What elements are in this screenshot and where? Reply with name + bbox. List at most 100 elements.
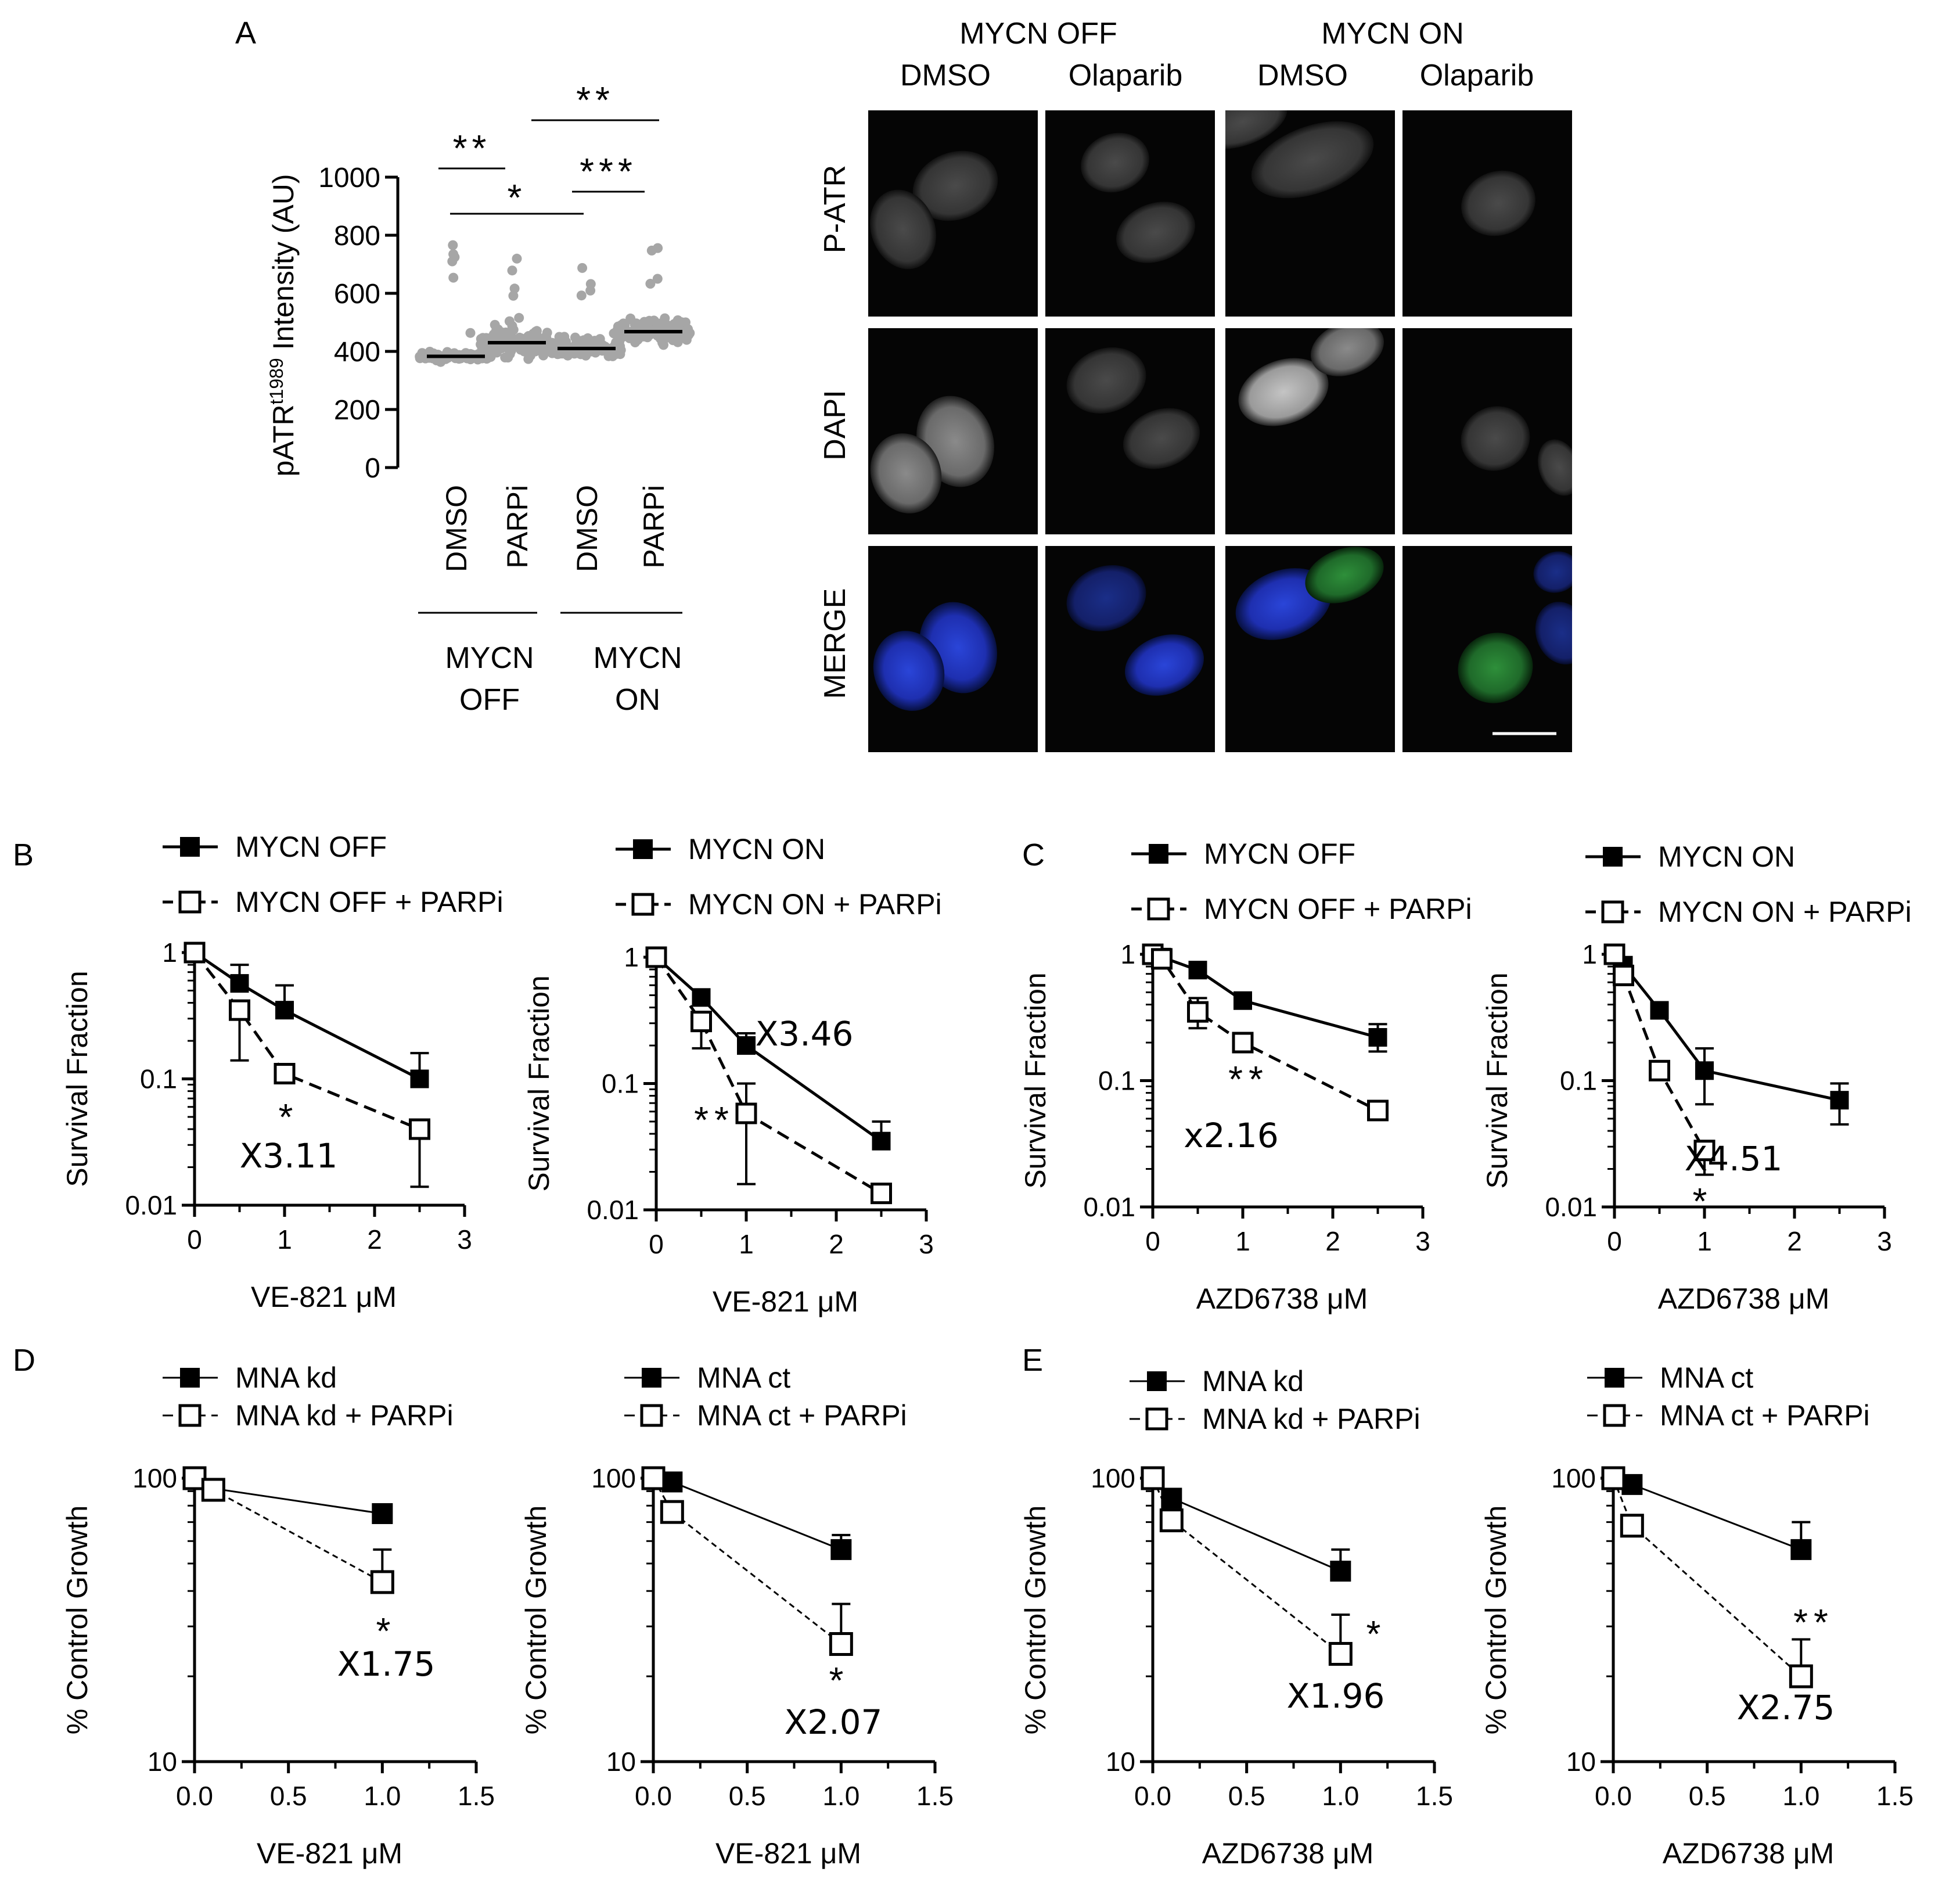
micrograph-content <box>870 150 998 270</box>
x-tick-label: 3 <box>919 1229 934 1259</box>
y-tick-label: 10 <box>606 1747 636 1777</box>
data-point-open-square <box>229 999 250 1021</box>
panel-a-dot <box>448 240 458 250</box>
panel-a-sig-label: ** <box>576 79 614 121</box>
data-point-filled-square <box>1830 1091 1849 1110</box>
x-axis-label: VE-821 μM <box>713 1285 858 1318</box>
legend-label: MNA kd <box>235 1361 337 1394</box>
nucleus <box>870 189 936 270</box>
fold-change-label: X1.75 <box>337 1644 436 1684</box>
panel-a-sig-label: ** <box>453 127 491 169</box>
y-tick-label: 100 <box>591 1463 636 1493</box>
panel-a-micrographs: MYCN OFF MYCN ON DMSO Olaparib DMSO Olap… <box>818 17 1572 752</box>
y-tick-label: 1 <box>162 937 177 968</box>
data-point-open-square <box>1693 1140 1716 1162</box>
micrograph-tile <box>868 110 1038 317</box>
panel-a-sig-label: *** <box>580 150 637 192</box>
micrograph-tile <box>1045 546 1215 752</box>
y-tick-label: 0.01 <box>1083 1192 1135 1222</box>
x-tick-label: 0.0 <box>176 1781 213 1811</box>
legend-label: MNA ct + PARPi <box>1660 1399 1870 1432</box>
chart-e1: 0.0 0.5 1.0 1.5 10 100 AZD6738 μM % Control Gro… <box>1019 1365 1453 1870</box>
y-tick-label: 10 <box>1106 1747 1135 1777</box>
data-point-open-square <box>274 1062 296 1084</box>
data-point-open-square <box>735 1102 757 1124</box>
data-point-filled-square <box>1695 1061 1714 1080</box>
y-axis-label: Survival Fraction <box>61 971 93 1187</box>
panel-label-c: C <box>1022 838 1045 872</box>
nucleus <box>1311 328 1384 376</box>
y-tick-label: 0.01 <box>1545 1192 1597 1222</box>
panel-a-dot <box>577 263 588 273</box>
y-axis-label: Survival Fraction <box>523 975 555 1191</box>
micrograph-content <box>1458 551 1572 703</box>
series-line-parpi <box>193 951 420 1131</box>
panel-a-dot <box>523 354 534 364</box>
x-tick-label: 0.5 <box>729 1781 766 1811</box>
legend-label: MYCN ON + PARPi <box>1658 896 1912 928</box>
panel-a-dot <box>677 317 687 328</box>
panel-a-dot <box>636 319 647 329</box>
nucleus <box>1535 602 1572 664</box>
data-point-open-square <box>1613 964 1634 986</box>
micrograph-tile <box>868 546 1038 752</box>
y-tick-label: 0.01 <box>587 1195 639 1225</box>
x-tick-label: 1 <box>1697 1226 1712 1256</box>
legend-label: MYCN ON <box>1658 840 1795 873</box>
legend-marker <box>640 1404 663 1427</box>
fold-change-label: X4.51 <box>1685 1139 1783 1178</box>
data-point-open-square <box>1601 1466 1625 1490</box>
panel-a-dot <box>514 312 524 323</box>
x-tick-label: 3 <box>457 1224 472 1255</box>
data-point-open-square <box>201 1478 225 1502</box>
panel-a-dot <box>668 335 678 346</box>
panel-a-dot <box>570 332 580 343</box>
x-tick-label: 0.0 <box>635 1781 672 1811</box>
micro-col-dmso-off: DMSO <box>900 59 991 92</box>
panel-a-dot <box>576 290 587 301</box>
x-axis-label: AZD6738 μM <box>1202 1837 1374 1870</box>
micrograph-tile <box>1225 110 1395 317</box>
significance-label: * <box>1366 1613 1387 1655</box>
panel-a-category-label: DMSO <box>571 485 603 572</box>
x-tick-label: 1.5 <box>916 1781 954 1811</box>
micrograph-content <box>1066 347 1200 469</box>
panel-a-dot <box>653 243 663 253</box>
legend-label: MNA kd <box>1202 1365 1304 1397</box>
panel-a-ytick-label: 600 <box>334 279 380 310</box>
nucleus <box>1533 551 1572 593</box>
panel-a-dot <box>447 256 458 267</box>
micrograph-content <box>1461 406 1572 496</box>
data-point-open-square <box>1649 1059 1670 1081</box>
nucleus <box>1116 202 1195 263</box>
series-line <box>655 956 882 1142</box>
fold-change-label: X1.96 <box>1287 1676 1385 1716</box>
panel-a-dot <box>684 330 693 340</box>
legend-label: MYCN OFF <box>1204 838 1355 870</box>
micrograph-tile <box>1045 110 1215 317</box>
x-tick-label: 1 <box>277 1224 292 1255</box>
nucleus <box>1225 110 1288 149</box>
fold-change-label: X2.75 <box>1737 1688 1835 1727</box>
data-point-open-square <box>660 1500 684 1524</box>
data-point-open-square <box>1328 1641 1353 1666</box>
panel-a-dot <box>585 279 596 289</box>
legend-label: MNA ct <box>697 1361 790 1394</box>
panel-label-b: B <box>13 838 34 872</box>
micrograph-content <box>873 602 997 711</box>
nucleus <box>1066 347 1146 414</box>
panel-a-dot <box>491 325 501 336</box>
micrograph-tile <box>1402 110 1572 317</box>
micrograph-tile <box>1225 546 1395 752</box>
y-axis-label: Survival Fraction <box>1481 972 1513 1188</box>
x-tick-label: 0.0 <box>1134 1781 1171 1811</box>
significance-label: ** <box>1228 1058 1269 1100</box>
fold-change-label: x2.16 <box>1184 1116 1278 1155</box>
panel-a-dot <box>555 336 565 346</box>
fold-change-label: X2.07 <box>785 1702 883 1742</box>
data-point-open-square <box>409 1118 430 1140</box>
data-point-open-square <box>1232 1032 1254 1054</box>
panel-a-dot <box>448 272 459 283</box>
panel-a-dot <box>508 290 519 301</box>
